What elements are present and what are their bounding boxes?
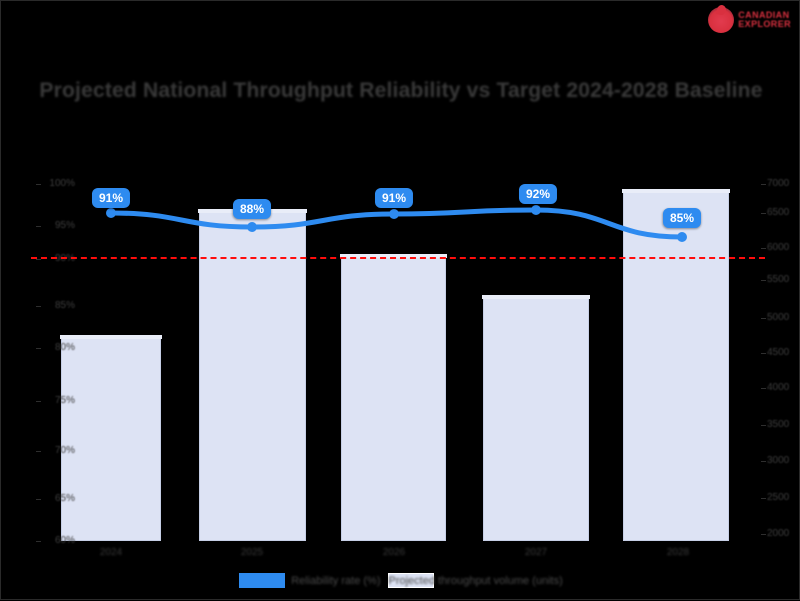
bar-cap	[340, 254, 447, 258]
chart-legend: Reliability rate (%) Projected throughput…	[1, 573, 800, 588]
bar-cap	[60, 335, 162, 339]
data-label-2028: 85%	[662, 208, 702, 228]
left-axis-tick-label: 70%	[54, 445, 75, 456]
right-axis-tick-mark	[761, 425, 766, 426]
right-axis-tick-mark	[761, 248, 766, 249]
data-label-2027: 92%	[518, 184, 558, 204]
x-axis-tick-label: 2026	[382, 547, 406, 558]
right-axis-tick-label: 5000	[767, 312, 790, 323]
left-axis-tick-label: 60%	[54, 535, 75, 546]
left-axis-tick-mark	[36, 226, 41, 227]
brand-logo: CANADIAN EXPLORER	[708, 5, 791, 35]
left-axis-tick-mark	[36, 541, 41, 542]
right-axis-tick-label: 4000	[767, 382, 790, 393]
brand-line-2: EXPLORER	[738, 19, 791, 29]
left-axis-tick-label: 65%	[54, 493, 75, 504]
right-axis-tick-label: 5500	[767, 274, 790, 285]
left-axis-tick-mark	[36, 259, 41, 260]
data-label-2024: 91%	[91, 188, 131, 208]
right-axis-tick-mark	[761, 213, 766, 214]
right-axis-tick-mark	[761, 534, 766, 535]
plot-area: 100% 95% 90% 85% 80% 75% 70% 65% 60% 7000 6500 600…	[36, 171, 789, 558]
legend-swatch-bar	[388, 573, 435, 588]
brand-line-1: CANADIAN	[738, 10, 790, 20]
left-axis-tick-mark	[36, 306, 41, 307]
bar-2027[interactable]	[482, 295, 590, 541]
left-axis-tick-label: 75%	[54, 395, 75, 406]
right-axis-tick-label: 7000	[767, 178, 790, 189]
legend-item-1[interactable]: Projected throughput volume (units)	[388, 573, 563, 588]
bar-2025[interactable]	[198, 209, 307, 541]
left-axis-tick-mark	[36, 348, 41, 349]
right-axis-tick-mark	[761, 280, 766, 281]
bar-2028[interactable]	[622, 189, 730, 541]
right-axis-tick-mark	[761, 461, 766, 462]
bar-2024[interactable]	[60, 335, 162, 541]
x-axis-tick-label: 2028	[666, 547, 690, 558]
data-label-2025: 88%	[232, 199, 272, 219]
maple-leaf-circle-icon	[708, 7, 735, 33]
bar-2026[interactable]	[340, 254, 447, 541]
left-axis-tick-mark	[36, 401, 41, 402]
left-axis-tick-label: 85%	[54, 300, 75, 311]
right-axis-tick-mark	[761, 318, 766, 319]
legend-label: Reliability rate (%)	[291, 574, 381, 587]
left-axis-tick-mark	[36, 184, 41, 185]
left-axis-tick-mark	[36, 499, 41, 500]
right-axis-tick-label: 4500	[767, 347, 790, 358]
page-title: Projected National Throughput Reliabilit…	[39, 79, 763, 102]
right-axis-tick-label: 3500	[767, 419, 790, 430]
left-axis-tick-label: 100%	[49, 178, 75, 189]
right-axis-tick-mark	[761, 353, 766, 354]
right-axis-tick-label: 6500	[767, 207, 790, 218]
x-axis-tick-label: 2024	[99, 547, 123, 558]
legend-label: Projected throughput volume (units)	[388, 574, 563, 587]
right-axis-tick-mark	[761, 498, 766, 499]
right-axis-tick-label: 6000	[767, 242, 790, 253]
left-axis-tick-mark	[36, 451, 41, 452]
right-axis-tick-mark	[761, 184, 766, 185]
right-axis-tick-label: 3000	[767, 455, 790, 466]
left-axis-tick-label: 80%	[54, 342, 75, 353]
bar-cap	[482, 295, 590, 299]
brand-wordmark: CANADIAN EXPLORER	[738, 11, 791, 29]
legend-swatch-line	[239, 573, 286, 588]
target-threshold-line	[31, 257, 765, 259]
left-axis-tick-label: 95%	[54, 220, 75, 231]
right-axis-tick-mark	[761, 388, 766, 389]
legend-item-0[interactable]: Reliability rate (%)	[239, 573, 380, 588]
bar-cap	[622, 189, 730, 193]
right-axis-tick-label: 2000	[767, 528, 790, 539]
right-axis-tick-label: 2500	[767, 492, 790, 503]
data-label-2026: 91%	[374, 188, 414, 208]
x-axis-tick-label: 2027	[524, 547, 548, 558]
x-axis-tick-label: 2025	[240, 547, 264, 558]
